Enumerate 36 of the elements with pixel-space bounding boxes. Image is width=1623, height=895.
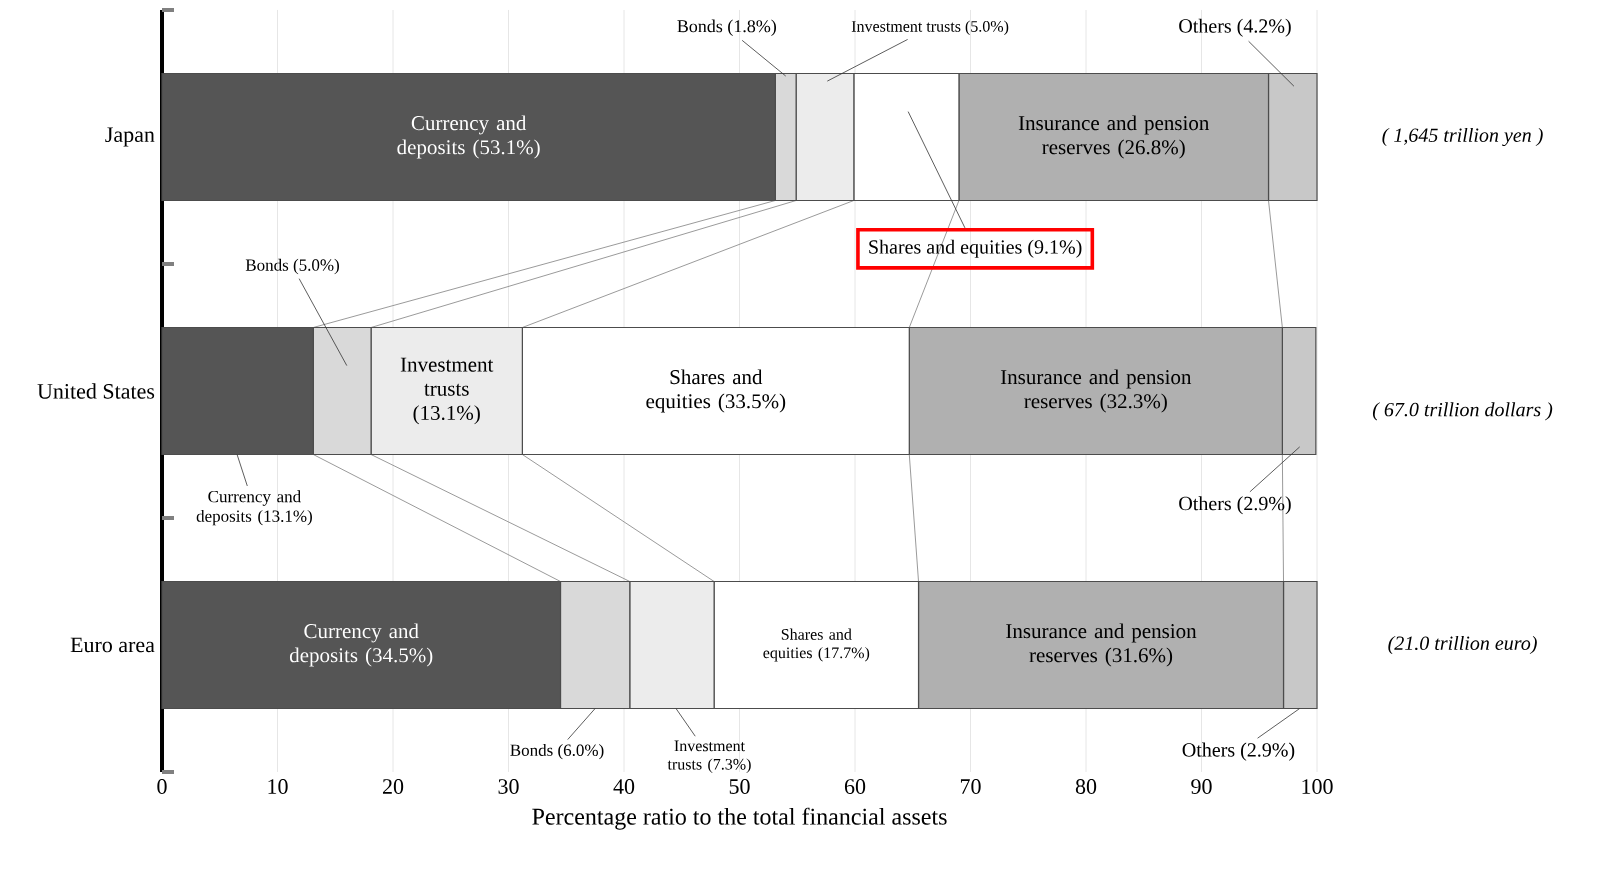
data-label: Others (2.9%) — [1179, 496, 1291, 515]
data-label: Insurance and pension reserves (32.3%) — [1000, 369, 1192, 413]
x-tick-label: 30 — [498, 779, 519, 794]
text: ( 1,645 trillion yen ) — [1382, 127, 1543, 147]
data-label: Investment trusts (7.3%) — [667, 740, 751, 773]
y-tick-label: United States — [37, 383, 155, 399]
data-label: Insurance and pension reserves (31.6%) — [1006, 623, 1197, 667]
x-tick-label: 60 — [844, 779, 866, 794]
x-tick-label: 100 — [1302, 779, 1333, 794]
x-tick-label: 90 — [1191, 779, 1212, 794]
data-label: Currency and deposits (34.5%) — [289, 623, 433, 667]
data-label: Bonds (5.0%) — [245, 258, 339, 275]
data-label: Bonds (6.0%) — [510, 743, 604, 760]
y-tick-label: Japan — [105, 127, 155, 147]
data-label: Investment trusts (13.1%) — [400, 357, 494, 425]
data-label: Bonds (1.8%) — [677, 19, 777, 36]
text: ( 67.0 trillion dollars ) — [1372, 402, 1553, 421]
data-label: Others (4.2%) — [1179, 18, 1291, 37]
data-label: Others (2.9%) — [1182, 742, 1295, 761]
x-tick-label: 40 — [613, 779, 635, 794]
data-label: Investment trusts (5.0%) — [851, 20, 1009, 36]
x-tick-label: 80 — [1075, 779, 1097, 794]
data-label: Currency and deposits (13.1%) — [196, 490, 312, 526]
y-tick-label: Euro area — [70, 637, 155, 653]
x-tick-label: 50 — [729, 779, 750, 794]
x-tick-label: 20 — [382, 779, 404, 794]
x-tick-label: 10 — [268, 779, 288, 794]
x-axis-title: Percentage ratio to the total financial assets — [532, 807, 947, 830]
data-label: Shares and equities (33.5%) — [646, 369, 786, 413]
data-label: Shares and equities (9.1%) — [869, 239, 1082, 258]
data-label: Insurance and pension reserves (26.8%) — [1018, 115, 1210, 159]
data-label: Shares and equities (17.7%) — [763, 628, 870, 662]
x-tick-label: 0 — [157, 779, 167, 794]
text: (21.0 trillion euro) — [1388, 635, 1537, 655]
x-tick-label: 70 — [960, 779, 981, 794]
data-label: Currency and deposits (53.1%) — [397, 115, 540, 159]
